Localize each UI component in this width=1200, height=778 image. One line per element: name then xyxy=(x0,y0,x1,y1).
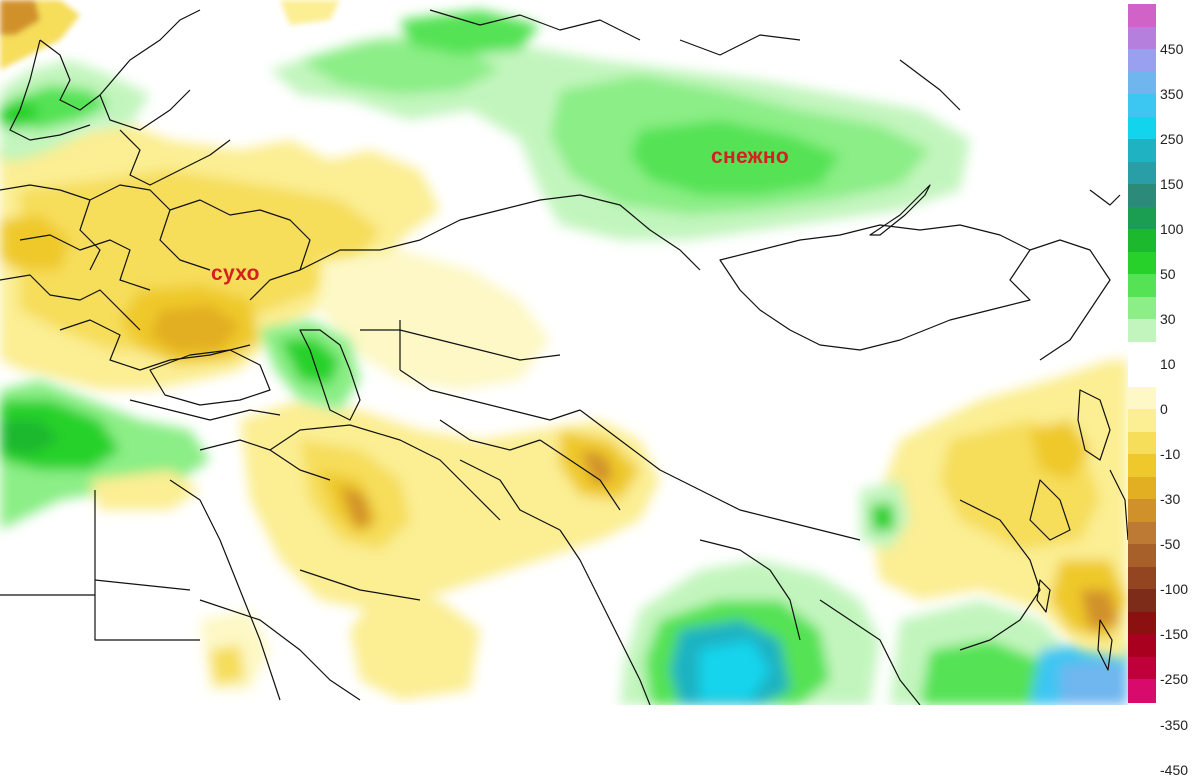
colorbar-tick-label: -50 xyxy=(1160,536,1181,553)
colorbar-swatch xyxy=(1128,341,1156,365)
colorbar-swatch xyxy=(1128,364,1156,388)
colorbar-swatch xyxy=(1128,274,1156,298)
colorbar-swatch xyxy=(1128,454,1156,478)
colorbar-tick-label: -100 xyxy=(1160,581,1189,598)
colorbar-swatch xyxy=(1128,71,1156,95)
colorbar-tick-label: 150 xyxy=(1160,176,1184,193)
dry-region-middle-east xyxy=(240,400,660,700)
colorbar-swatch xyxy=(1128,94,1156,118)
precipitation-colorbar xyxy=(1128,4,1156,703)
colorbar-swatch xyxy=(1128,566,1156,590)
colorbar-swatch xyxy=(1128,634,1156,658)
colorbar-swatch xyxy=(1128,589,1156,613)
colorbar-swatch xyxy=(1128,544,1156,568)
colorbar-swatch xyxy=(1128,4,1156,28)
colorbar-tick-label: 100 xyxy=(1160,221,1184,238)
colorbar-tick-label: -30 xyxy=(1160,491,1181,508)
colorbar-swatch xyxy=(1128,431,1156,455)
colorbar-tick-label: 250 xyxy=(1160,131,1184,148)
anomaly-field xyxy=(0,0,1128,705)
colorbar-swatch xyxy=(1128,409,1156,433)
colorbar-swatch xyxy=(1128,611,1156,636)
colorbar-tick-label: -450 xyxy=(1160,761,1189,778)
colorbar-swatch xyxy=(1128,206,1156,230)
precipitation-anomaly-map: сухо снежно xyxy=(0,0,1128,705)
colorbar-swatch xyxy=(1128,229,1156,253)
colorbar-tick-label: -250 xyxy=(1160,671,1189,688)
colorbar-swatch xyxy=(1128,386,1156,410)
dry-region-arabia xyxy=(200,610,270,690)
colorbar-swatch xyxy=(1128,679,1156,703)
colorbar-swatch xyxy=(1128,184,1156,208)
colorbar-swatch xyxy=(1128,161,1156,185)
map-canvas xyxy=(0,0,1128,705)
snowy-label: снежно xyxy=(711,145,789,168)
colorbar-swatch xyxy=(1128,476,1156,500)
dry-region-arctic xyxy=(0,0,340,70)
colorbar-tick-label: 10 xyxy=(1160,356,1176,373)
wet-region-south-china-sea xyxy=(890,600,1128,705)
colorbar-tick-label: 50 xyxy=(1160,266,1176,283)
dry-region-east-asia xyxy=(860,360,1128,660)
colorbar-swatch xyxy=(1128,26,1156,50)
wet-region-caucasus xyxy=(260,320,360,410)
colorbar-swatch xyxy=(1128,521,1156,545)
colorbar-tick-label: -10 xyxy=(1160,446,1181,463)
wet-region-scandinavia xyxy=(0,60,150,160)
wet-region-bay-of-bengal xyxy=(620,560,880,705)
dry-label: сухо xyxy=(211,262,260,285)
dry-region-central-asia xyxy=(320,250,550,390)
colorbar-swatch xyxy=(1128,139,1156,163)
colorbar-swatch xyxy=(1128,499,1156,523)
country-borders xyxy=(0,9,1128,705)
colorbar-swatch xyxy=(1128,49,1156,73)
colorbar-tick-label: -350 xyxy=(1160,716,1189,733)
colorbar-swatch xyxy=(1128,251,1156,275)
colorbar-tick-label: 350 xyxy=(1160,86,1184,103)
colorbar-tick-label: -150 xyxy=(1160,626,1189,643)
colorbar-swatch xyxy=(1128,656,1156,681)
colorbar-tick-label: 0 xyxy=(1160,401,1168,418)
colorbar-swatch xyxy=(1128,296,1156,320)
colorbar-swatch xyxy=(1128,116,1156,140)
colorbar-swatch xyxy=(1128,319,1156,343)
dry-region-europe xyxy=(0,120,440,390)
wet-region-mediterranean xyxy=(0,380,210,530)
wet-region-siberia xyxy=(270,10,970,240)
colorbar-tick-label: 450 xyxy=(1160,41,1184,58)
colorbar-tick-label: 30 xyxy=(1160,311,1176,328)
